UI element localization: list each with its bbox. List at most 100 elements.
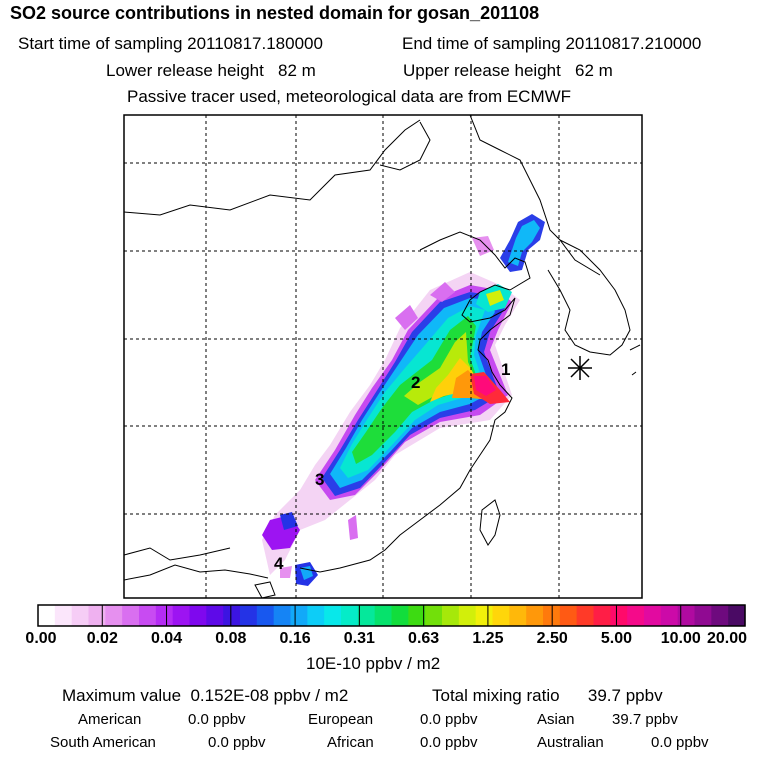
- coast-japan: [629, 344, 641, 376]
- plume-south-2: [280, 512, 298, 530]
- colorbar-swatch: [206, 605, 224, 626]
- total-mixing-ratio: Total mixing ratio 39.7 ppbv: [432, 686, 663, 705]
- colorbar-swatch: [408, 605, 426, 626]
- source-label-3: 3: [315, 470, 324, 489]
- colorbar-swatch: [475, 605, 494, 626]
- colorbar: [38, 605, 746, 626]
- colorbar-swatch: [54, 605, 73, 626]
- african-label: African: [327, 734, 374, 751]
- start-time: Start time of sampling 20110817.180000: [18, 34, 323, 53]
- colorbar-swatch: [694, 605, 712, 626]
- coast-hainan-area: [124, 564, 269, 581]
- colorbar-swatch: [711, 605, 729, 626]
- asian-value: 39.7 ppbv: [612, 711, 678, 728]
- colorbar-tick-label: 20.00: [706, 630, 748, 647]
- colorbar-tick-label: 0.00: [25, 630, 57, 647]
- colorbar-tick-label: 0.08: [215, 630, 247, 647]
- colorbar-swatch: [509, 605, 527, 626]
- colorbar-swatch: [189, 605, 207, 626]
- colorbar-swatch: [172, 605, 191, 626]
- plume-north-faint: [472, 236, 494, 256]
- colorbar-tick-label: 1.25: [472, 630, 504, 647]
- south-american-label: South American: [50, 734, 156, 751]
- meteo-note: Passive tracer used, meteorological data…: [127, 87, 572, 106]
- coast-bohai: [299, 231, 531, 573]
- european-label: European: [308, 711, 374, 728]
- source-label-1: 1: [501, 360, 510, 379]
- colorbar-swatch: [559, 605, 578, 626]
- source-label-4: 4: [274, 554, 284, 573]
- australian-value: 0.0 ppbv: [651, 734, 709, 751]
- colorbar-swatch: [458, 605, 477, 626]
- colorbar-dividers: [101, 605, 682, 626]
- colorbar-swatch: [122, 605, 140, 626]
- plume-west-faint-1: [395, 305, 418, 330]
- coastlines: [124, 115, 641, 598]
- colorbar-swatch: [88, 605, 106, 626]
- colorbar-swatch: [341, 605, 359, 626]
- coast-taiwan: [479, 499, 501, 546]
- source-label-2: 2: [411, 373, 420, 392]
- asian-label: Asian: [537, 711, 575, 728]
- colorbar-swatch: [273, 605, 292, 626]
- colorbar-swatch: [357, 605, 376, 626]
- coast-hainan: [254, 581, 276, 598]
- colorbar-swatch: [240, 605, 258, 626]
- colorbar-swatch: [38, 605, 56, 626]
- coast-korea: [547, 239, 631, 356]
- colorbar-tick-label: 0.63: [408, 630, 440, 647]
- colorbar-swatch: [105, 605, 123, 626]
- plume-magenta: [474, 376, 496, 396]
- colorbar-swatch: [223, 605, 241, 626]
- colorbar-swatch: [139, 605, 157, 626]
- colorbar-swatch: [290, 605, 308, 626]
- colorbar-swatch: [627, 605, 645, 626]
- colorbar-swatch: [610, 605, 628, 626]
- american-value: 0.0 ppbv: [188, 711, 246, 728]
- border-mongolia: [124, 119, 421, 216]
- end-time: End time of sampling 20110817.210000: [402, 34, 702, 53]
- european-value: 0.0 ppbv: [420, 711, 478, 728]
- colorbar-tick-label: 0.31: [343, 630, 375, 647]
- american-label: American: [78, 711, 142, 728]
- colorbar-swatch: [593, 605, 611, 626]
- colorbar-swatch: [391, 605, 409, 626]
- colorbar-swatch: [324, 605, 342, 626]
- australian-label: Australian: [537, 734, 604, 751]
- colorbar-swatch: [526, 605, 544, 626]
- south-american-value: 0.0 ppbv: [208, 734, 266, 751]
- colorbar-swatch: [660, 605, 679, 626]
- plume-shandong-core: [486, 290, 504, 306]
- colorbar-swatch: [307, 605, 325, 626]
- colorbar-tick-label: 5.00: [600, 630, 633, 647]
- receptor-star-marker: [568, 356, 592, 380]
- colorbar-frame: [37, 604, 746, 627]
- colorbar-tick-label: 10.00: [660, 630, 701, 647]
- plume-west-faint-2: [430, 282, 455, 302]
- map-frame: [123, 114, 643, 599]
- colorbar-swatch: [425, 605, 443, 626]
- colorbar-swatch: [576, 605, 595, 626]
- colorbar-unit: 10E-10 ppbv / m2: [306, 654, 441, 673]
- colorbar-swatch: [155, 605, 174, 626]
- african-value: 0.0 ppbv: [420, 734, 478, 751]
- colorbar-swatch: [71, 605, 90, 626]
- upper-release-height: Upper release height 62 m: [403, 61, 613, 80]
- plume-south-faint: [348, 515, 358, 540]
- colorbar-swatch: [492, 605, 510, 626]
- max-value: Maximum value 0.152E-08 ppbv / m2: [62, 686, 349, 705]
- colorbar-swatch: [442, 605, 460, 626]
- colorbar-tick-label: 0.16: [279, 630, 311, 647]
- border-inner: [379, 121, 431, 171]
- border-northeast: [469, 115, 601, 276]
- lower-release-height: Lower release height 82 m: [106, 61, 316, 80]
- colorbar-swatch: [374, 605, 393, 626]
- colorbar-tick-label: 0.02: [86, 630, 118, 647]
- colorbar-tick-label: 0.04: [150, 630, 183, 647]
- colorbar-swatch: [677, 605, 696, 626]
- plume-north-lobe-core: [508, 220, 540, 266]
- colorbar-swatch: [644, 605, 662, 626]
- plume-layer: [262, 214, 545, 586]
- colorbar-swatch: [728, 605, 746, 626]
